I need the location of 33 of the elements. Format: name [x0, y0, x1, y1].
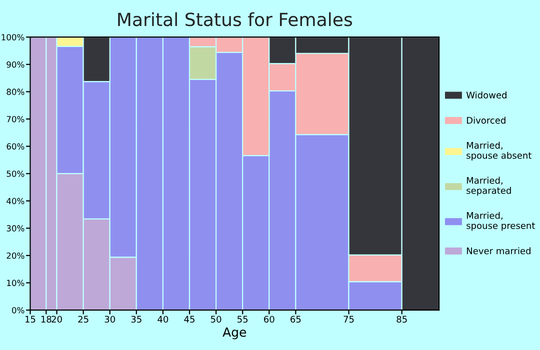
y-tick-label: 70% [6, 116, 24, 122]
legend-label: Married, spouse absent [466, 142, 532, 161]
y-tick-label: 10% [7, 280, 24, 286]
x-tick-label: 75 [344, 316, 354, 323]
y-tick-label: 60% [6, 143, 24, 150]
y-tick-label: 80% [6, 88, 24, 95]
legend-label: Never married [466, 247, 530, 254]
y-tick-label: 90% [6, 61, 24, 68]
legend-label: Married, spouse present [466, 212, 536, 231]
y-tick-label: 100% [2, 34, 24, 40]
x-tick-label: 40 [158, 316, 168, 323]
legend-label: Widowed [466, 91, 506, 98]
x-tick-label: 15 [25, 316, 36, 323]
y-tick-label: 30% [6, 225, 24, 232]
legend-label: Divorced [466, 116, 506, 124]
x-axis-title: Age [222, 328, 246, 340]
x-tick-label: 60 [264, 316, 274, 323]
y-tick-label: 0% [12, 307, 24, 314]
chart-title: Marital Status for Females [118, 12, 352, 26]
x-tick-label: 18 [41, 316, 52, 323]
x-tick-label: 25 [78, 316, 88, 323]
x-tick-label: 45 [184, 316, 194, 323]
x-tick-label: 85 [396, 316, 407, 323]
x-tick-label: 55 [238, 316, 248, 323]
x-tick-label: 50 [211, 316, 222, 323]
x-tick-label: 35 [131, 316, 142, 323]
x-tick-label: 20 [52, 316, 62, 323]
y-tick-label: 40% [6, 198, 24, 204]
x-tick-label: 30 [104, 316, 116, 323]
y-tick-label: 20% [6, 252, 24, 259]
legend-label: Married, separated [466, 176, 511, 196]
y-tick-label: 50% [6, 170, 24, 177]
x-tick-label: 65 [290, 316, 301, 323]
